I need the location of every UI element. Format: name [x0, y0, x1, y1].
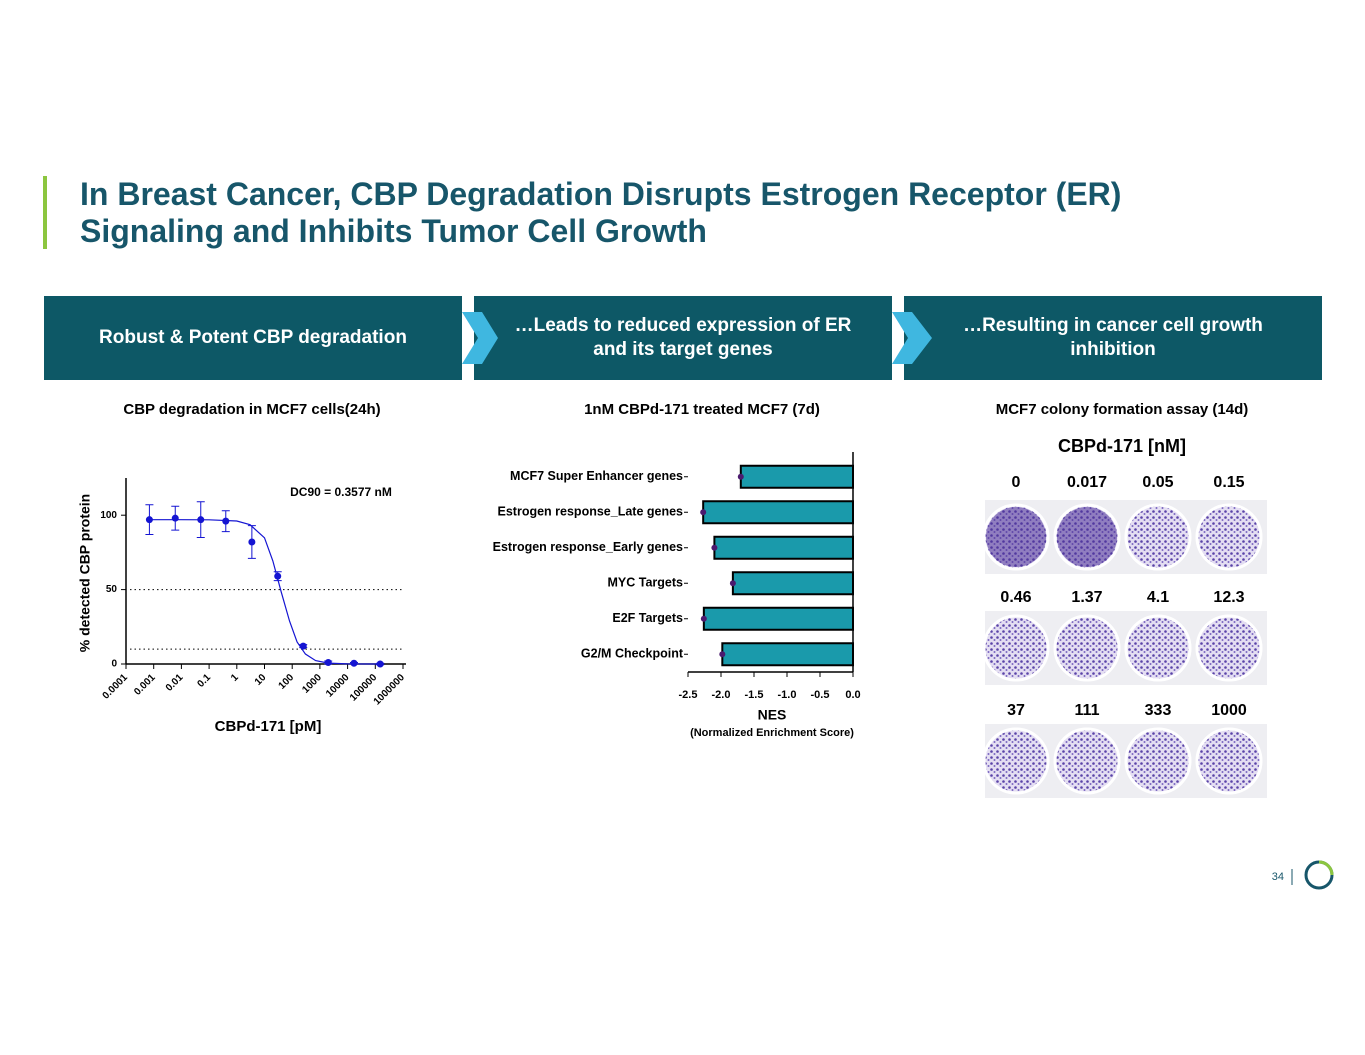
page-number: 34: [1272, 871, 1284, 883]
concentration-label: 0: [1012, 474, 1021, 491]
bar: [713, 535, 855, 560]
concentration-label: 4.1: [1147, 589, 1169, 606]
data-point: [248, 538, 256, 546]
bar-end-dot: [700, 615, 707, 622]
data-point: [145, 516, 153, 524]
x-tick-label: 0.0001: [101, 672, 131, 702]
well: [1124, 614, 1192, 682]
fit-curve: [149, 519, 381, 665]
bar-end-dot: [711, 544, 718, 551]
chevron: [462, 312, 498, 364]
title-accent: [43, 176, 47, 249]
data-point: [376, 660, 384, 668]
banner-text: …Leads to reduced expression of ER and i…: [514, 315, 852, 360]
well: [1124, 503, 1192, 571]
banner: …Leads to reduced expression of ER and i…: [474, 296, 892, 380]
concentration-label: 111: [1075, 702, 1100, 719]
panel-title: MCF7 colony formation assay (14d): [996, 401, 1249, 418]
data-point: [197, 516, 205, 524]
bar-end-dot: [737, 473, 744, 480]
bar-end-dot: [719, 651, 726, 658]
category-label: E2F Targets: [612, 611, 683, 625]
concentration-label: 0.017: [1067, 474, 1107, 491]
x-tick-label: 1: [229, 672, 241, 684]
data-point: [350, 659, 358, 667]
y-tick-label: 100: [100, 510, 117, 521]
category-label: Estrogen response_Early genes: [493, 540, 683, 554]
well: [982, 614, 1050, 682]
data-point: [299, 642, 307, 650]
well: [1124, 727, 1192, 795]
bar-end-dot: [700, 509, 707, 516]
x-tick-label: 1000: [300, 672, 324, 696]
y-axis-label: % detected CBP protein: [77, 494, 93, 652]
well: [1195, 503, 1263, 571]
chart-title: 1nM CBPd-171 treated MCF7 (7d): [584, 401, 820, 418]
category-label: MYC Targets: [608, 576, 684, 590]
x-tick-label: -0.5: [811, 689, 830, 701]
well: [1053, 727, 1121, 795]
concentration-label: 37: [1007, 702, 1025, 719]
bar: [702, 606, 855, 631]
well-shade: [1057, 507, 1117, 567]
bar: [731, 571, 855, 596]
banner: …Resulting in cancer cell growth inhibit…: [904, 296, 1322, 380]
data-point: [171, 514, 179, 522]
data-point: [274, 572, 282, 580]
slide-title: In Breast Cancer, CBP Degradation Disrup…: [80, 176, 1122, 249]
bar: [702, 500, 854, 525]
bar-end-dot: [729, 580, 736, 587]
category-label: G2/M Checkpoint: [581, 647, 684, 661]
data-point: [222, 517, 230, 525]
x-tick-label: 10: [253, 672, 269, 688]
x-axis-label: NES: [758, 707, 787, 723]
concentration-label: 0.05: [1142, 474, 1173, 491]
bar: [739, 464, 854, 489]
x-tick-label: -2.0: [712, 689, 731, 701]
well: [1053, 614, 1121, 682]
well: [1195, 614, 1263, 682]
concentration-label: 1000: [1211, 702, 1247, 719]
concentration-label: 0.15: [1213, 474, 1244, 491]
banner-text: Robust & Potent CBP degradation: [99, 327, 407, 348]
category-label: Estrogen response_Late genes: [498, 505, 684, 519]
annotation: DC90 = 0.3577 nM: [290, 485, 392, 499]
x-tick-label: 100: [277, 672, 297, 692]
chevron: [892, 312, 932, 364]
x-tick-label: 1000000: [372, 672, 408, 708]
bar: [721, 642, 854, 667]
well: [1195, 727, 1263, 795]
y-tick-label: 0: [111, 659, 117, 670]
x-tick-label: -2.5: [679, 689, 698, 701]
x-tick-label: 0.1: [195, 672, 213, 690]
concentration-label: 333: [1145, 702, 1172, 719]
data-point: [324, 659, 332, 667]
x-tick-label: -1.0: [778, 689, 797, 701]
banner: Robust & Potent CBP degradation: [44, 296, 462, 380]
panel-heading: CBPd-171 [nM]: [1058, 436, 1186, 456]
category-label: MCF7 Super Enhancer genes: [510, 469, 683, 483]
well-shade: [986, 507, 1046, 567]
x-tick-label: 0.01: [164, 672, 186, 694]
logo-accent: [1318, 860, 1334, 876]
well: [982, 727, 1050, 795]
y-tick-label: 50: [106, 584, 118, 595]
x-tick-label: 0.001: [132, 672, 158, 698]
x-axis-label: CBPd-171 [pM]: [215, 718, 322, 735]
x-tick-label: 0.0: [845, 689, 860, 701]
chart-title: CBP degradation in MCF7 cells(24h): [123, 401, 380, 418]
banner-text: …Resulting in cancer cell growth inhibit…: [963, 315, 1263, 360]
x-axis-note: (Normalized Enrichment Score): [690, 727, 854, 739]
x-tick-label: -1.5: [745, 689, 764, 701]
concentration-label: 12.3: [1213, 589, 1244, 606]
concentration-label: 1.37: [1071, 589, 1102, 606]
concentration-label: 0.46: [1000, 589, 1031, 606]
